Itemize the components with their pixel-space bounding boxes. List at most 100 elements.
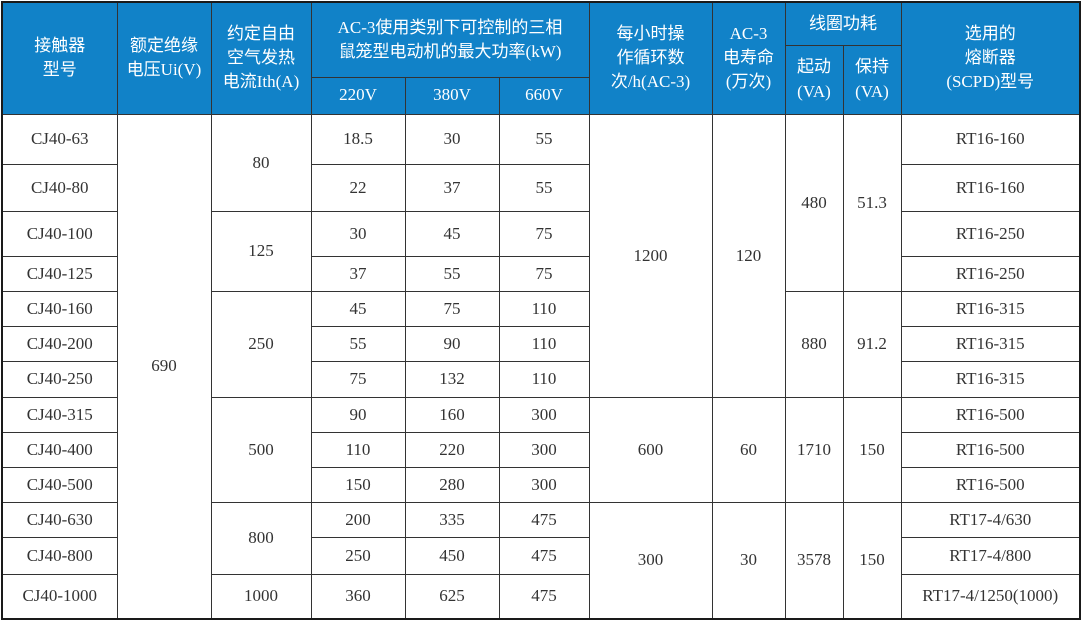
cell-fuse: RT16-250 — [900, 210, 1081, 257]
cell-kw-660: 75 — [498, 255, 590, 292]
cell-electrical-life: 120 — [711, 113, 786, 398]
cell-model: CJ40-63 — [1, 113, 118, 165]
table-header: 接触器 型号 额定绝缘 电压Ui(V) 约定自由 空气发热 电流Ith(A) A… — [1, 1, 1081, 115]
cell-coil-hold-va: 51.3 — [842, 113, 902, 292]
cell-fuse: RT17-4/800 — [900, 536, 1081, 575]
cell-model: CJ40-250 — [1, 360, 118, 398]
cell-model: CJ40-200 — [1, 325, 118, 362]
col-header-model: 接触器 型号 — [1, 1, 118, 115]
cell-operating-cycles: 600 — [588, 396, 713, 503]
cell-thermal-current: 125 — [210, 210, 312, 292]
cell-fuse: RT16-160 — [900, 113, 1081, 165]
cell-kw-380: 45 — [404, 210, 500, 257]
cell-kw-380: 37 — [404, 163, 500, 212]
col-header-electrical-life: AC-3 电寿命 (万次) — [711, 1, 786, 115]
table-row: CJ40-400 110 220 300 RT16-500 — [1, 431, 1081, 468]
cell-kw-660: 300 — [498, 466, 590, 503]
cell-kw-220: 55 — [310, 325, 406, 362]
cell-fuse: RT16-500 — [900, 396, 1081, 433]
col-header-coil-power-group: 线圈功耗 — [784, 1, 902, 46]
cell-kw-660: 110 — [498, 290, 590, 327]
cell-model: CJ40-100 — [1, 210, 118, 257]
cell-kw-660: 475 — [498, 501, 590, 538]
cell-kw-380: 280 — [404, 466, 500, 503]
cell-coil-start-va: 480 — [784, 113, 844, 292]
cell-model: CJ40-630 — [1, 501, 118, 538]
cell-kw-380: 160 — [404, 396, 500, 433]
table-row: CJ40-315 500 90 160 300 600 60 1710 150 … — [1, 396, 1081, 503]
cell-fuse: RT16-315 — [900, 360, 1081, 398]
cell-kw-220: 150 — [310, 466, 406, 503]
table-row: CJ40-100 125 30 45 75 RT16-250 — [1, 210, 1081, 292]
cell-kw-660: 55 — [498, 113, 590, 165]
cell-electrical-life: 60 — [711, 396, 786, 503]
table-row: CJ40-160 250 45 75 110 880 91.2 RT16-315 — [1, 290, 1081, 398]
cell-kw-220: 90 — [310, 396, 406, 433]
cell-kw-220: 22 — [310, 163, 406, 212]
cell-kw-220: 37 — [310, 255, 406, 292]
cell-kw-220: 110 — [310, 431, 406, 468]
cell-kw-380: 220 — [404, 431, 500, 468]
cell-kw-660: 55 — [498, 163, 590, 212]
cell-model: CJ40-315 — [1, 396, 118, 433]
table-row: CJ40-500 150 280 300 RT16-500 — [1, 466, 1081, 503]
cell-fuse: RT17-4/630 — [900, 501, 1081, 538]
cell-model: CJ40-1000 — [1, 573, 118, 620]
col-header-thermal-current: 约定自由 空气发热 电流Ith(A) — [210, 1, 312, 115]
cell-thermal-current: 80 — [210, 113, 312, 212]
cell-kw-220: 360 — [310, 573, 406, 620]
cell-kw-660: 75 — [498, 210, 590, 257]
table-row: CJ40-125 37 55 75 RT16-250 — [1, 255, 1081, 292]
cell-operating-cycles: 1200 — [588, 113, 713, 398]
col-header-fuse-type: 选用的 熔断器 (SCPD)型号 — [900, 1, 1081, 115]
cell-kw-220: 45 — [310, 290, 406, 327]
cell-kw-220: 75 — [310, 360, 406, 398]
cell-fuse: RT16-315 — [900, 290, 1081, 327]
cell-rated-insulation-voltage: 690 — [116, 113, 212, 620]
col-header-220v: 220V — [310, 76, 406, 115]
cell-kw-380: 450 — [404, 536, 500, 575]
cell-thermal-current: 1000 — [210, 573, 312, 620]
col-header-max-power-group: AC-3使用类别下可控制的三相 鼠笼型电动机的最大功率(kW) — [310, 1, 590, 78]
cell-kw-220: 200 — [310, 501, 406, 538]
cell-model: CJ40-400 — [1, 431, 118, 468]
cell-thermal-current: 800 — [210, 501, 312, 575]
col-header-rated-insulation-voltage: 额定绝缘 电压Ui(V) — [116, 1, 212, 115]
cell-kw-380: 132 — [404, 360, 500, 398]
table-row: CJ40-630 800 200 335 475 300 30 3578 150… — [1, 501, 1081, 620]
cell-coil-start-va: 3578 — [784, 501, 844, 620]
col-header-coil-hold-va: 保持 (VA) — [842, 44, 902, 115]
table-row: CJ40-1000 1000 360 625 475 RT17-4/1250(1… — [1, 573, 1081, 620]
col-header-operating-cycles: 每小时操 作循环数 次/h(AC-3) — [588, 1, 713, 115]
cell-fuse: RT17-4/1250(1000) — [900, 573, 1081, 620]
cell-kw-660: 110 — [498, 360, 590, 398]
cell-kw-660: 475 — [498, 573, 590, 620]
cell-kw-220: 250 — [310, 536, 406, 575]
col-header-380v: 380V — [404, 76, 500, 115]
cell-fuse: RT16-500 — [900, 431, 1081, 468]
table-row: CJ40-800 250 450 475 RT17-4/800 — [1, 536, 1081, 575]
cell-kw-220: 18.5 — [310, 113, 406, 165]
col-header-coil-start-va: 起动 (VA) — [784, 44, 844, 115]
cell-model: CJ40-500 — [1, 466, 118, 503]
cell-coil-hold-va: 150 — [842, 501, 902, 620]
cell-kw-660: 300 — [498, 431, 590, 468]
cell-fuse: RT16-500 — [900, 466, 1081, 503]
cell-model: CJ40-80 — [1, 163, 118, 212]
table-row: CJ40-200 55 90 110 RT16-315 — [1, 325, 1081, 362]
table-row: CJ40-80 22 37 55 RT16-160 — [1, 163, 1081, 212]
cell-kw-380: 90 — [404, 325, 500, 362]
cell-operating-cycles: 300 — [588, 501, 713, 620]
cell-kw-380: 75 — [404, 290, 500, 327]
cell-kw-660: 300 — [498, 396, 590, 433]
cell-model: CJ40-160 — [1, 290, 118, 327]
cell-thermal-current: 250 — [210, 290, 312, 398]
cell-kw-380: 30 — [404, 113, 500, 165]
cell-kw-220: 30 — [310, 210, 406, 257]
cell-kw-380: 625 — [404, 573, 500, 620]
cell-kw-660: 110 — [498, 325, 590, 362]
cell-kw-380: 55 — [404, 255, 500, 292]
cell-coil-hold-va: 91.2 — [842, 290, 902, 398]
cell-electrical-life: 30 — [711, 501, 786, 620]
